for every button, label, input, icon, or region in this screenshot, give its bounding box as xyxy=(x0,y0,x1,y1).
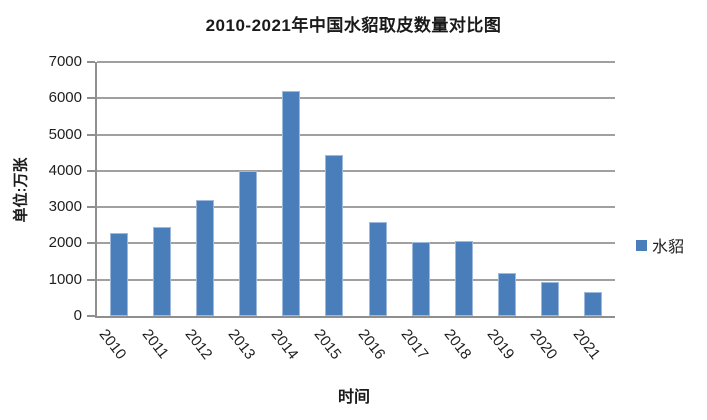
y-tick-label: 7000 xyxy=(48,53,82,70)
gridline xyxy=(97,242,615,245)
y-axis-tick xyxy=(87,242,95,245)
gridline xyxy=(97,206,615,209)
y-tick-label: 2000 xyxy=(48,234,82,252)
x-axis-title: 时间 xyxy=(337,389,370,406)
bar-2015 xyxy=(325,155,343,316)
legend-label: 水貂 xyxy=(652,239,685,256)
gridline xyxy=(97,133,615,136)
bar-2020 xyxy=(541,282,559,316)
y-axis-tick xyxy=(87,169,95,172)
bar-2018 xyxy=(455,241,473,316)
y-tick-label: 4000 xyxy=(48,161,82,179)
y-axis-tick xyxy=(87,61,95,63)
legend: 水貂 xyxy=(636,233,684,257)
bar-2013 xyxy=(239,171,257,316)
bar-2011 xyxy=(153,227,171,316)
y-tick-label: 5000 xyxy=(48,125,82,143)
y-axis-tick xyxy=(87,278,95,281)
bar-2016 xyxy=(369,222,387,316)
y-tick-label: 0 xyxy=(73,307,82,324)
bar-2021 xyxy=(584,292,602,316)
x-tick-label-2014: 2014 xyxy=(267,326,302,363)
gridline xyxy=(97,169,615,172)
gridline xyxy=(97,97,615,100)
gridline xyxy=(97,278,615,281)
bar-2019 xyxy=(498,273,516,316)
x-tick-label-2015: 2015 xyxy=(311,326,345,363)
bar-2010 xyxy=(110,233,128,316)
chart-title: 2010-2021年中国水貂取皮数量对比图 xyxy=(205,16,502,35)
bar-2017 xyxy=(412,242,430,316)
y-axis-tick xyxy=(87,97,95,100)
x-tick-label-2016: 2016 xyxy=(354,326,389,363)
x-tick-label-2019: 2019 xyxy=(483,326,518,363)
y-axis-title: 单位:万张 xyxy=(12,157,30,223)
x-tick-label-2010: 2010 xyxy=(95,326,130,363)
y-axis-tick xyxy=(87,133,95,136)
x-tick-label-2021: 2021 xyxy=(570,326,604,363)
y-tick-label: 3000 xyxy=(48,198,82,216)
x-tick-label-2017: 2017 xyxy=(397,326,432,363)
plot-area xyxy=(95,61,615,318)
legend-swatch-icon xyxy=(636,239,647,251)
x-tick-label-2011: 2011 xyxy=(138,326,172,362)
y-axis-tick xyxy=(87,315,95,317)
x-tick-label-2013: 2013 xyxy=(224,326,259,363)
gridline xyxy=(97,61,615,63)
bar-2012 xyxy=(196,200,214,316)
y-axis-tick xyxy=(87,206,95,209)
bar-2014 xyxy=(282,91,300,316)
x-tick-label-2012: 2012 xyxy=(181,326,216,363)
y-tick-label: 1000 xyxy=(48,270,82,288)
y-tick-label: 6000 xyxy=(48,89,82,107)
x-tick-label-2018: 2018 xyxy=(440,326,475,363)
x-tick-label-2020: 2020 xyxy=(526,326,561,363)
